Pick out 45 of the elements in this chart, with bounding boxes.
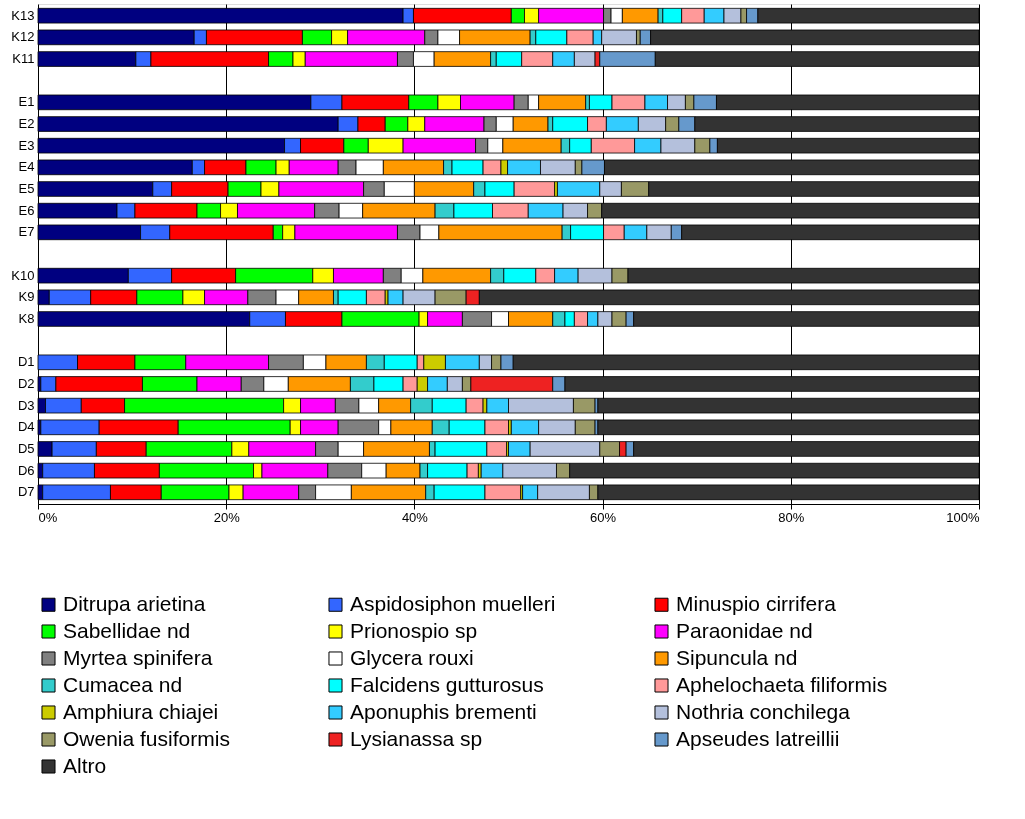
y-tick-label: K13	[11, 7, 35, 23]
legend-label: Sipuncula nd	[676, 645, 798, 669]
x-tick-label: 40%	[401, 509, 429, 525]
legend-label: Prionospio sp	[350, 618, 478, 642]
y-tick-label: D1	[17, 354, 35, 370]
y-tick-label: K9	[18, 289, 35, 305]
legend-label: Amphiura chiajei	[63, 699, 219, 723]
y-tick-label: E2	[18, 116, 35, 132]
y-tick-label: E7	[18, 224, 35, 240]
y-tick-label: K12	[11, 29, 35, 45]
x-tick-label: 80%	[778, 509, 805, 525]
legend-label: Nothria conchilega	[676, 699, 851, 723]
y-tick-label: D7	[17, 484, 35, 500]
y-tick-label: D2	[17, 375, 35, 391]
legend-label: Glycera rouxi	[350, 645, 474, 669]
y-tick-label: K10	[11, 267, 35, 283]
y-tick-label: D6	[17, 462, 35, 478]
legend-label: Ditrupa arietina	[63, 591, 206, 615]
y-tick-label: E3	[18, 137, 35, 153]
y-tick-label: D5	[17, 440, 35, 456]
legend-label: Apseudes latreillii	[676, 726, 840, 750]
x-tick-label: 100%	[946, 509, 980, 525]
y-tick-label: E6	[18, 202, 35, 218]
legend-label: Aspidosiphon muelleri	[350, 591, 556, 615]
legend-label: Aponuphis brementi	[350, 699, 537, 723]
y-tick-label: E4	[18, 159, 35, 175]
legend-label: Owenia fusiformis	[63, 726, 230, 750]
y-tick-label: E5	[18, 181, 35, 197]
legend-label: Aphelochaeta filiformis	[676, 672, 888, 696]
legend-label: Paraonidae nd	[676, 618, 813, 642]
y-tick-label: D4	[17, 419, 35, 435]
y-tick-label: E1	[18, 94, 35, 110]
legend-label: Minuspio cirrifera	[676, 591, 837, 615]
y-tick-label: K11	[12, 51, 35, 67]
legend-label: Falcidens gutturosus	[350, 672, 544, 696]
y-tick-label: D3	[17, 397, 35, 413]
legend-label: Cumacea nd	[63, 672, 183, 696]
legend-label: Altro	[63, 753, 107, 777]
legend-label: Lysianassa sp	[350, 726, 483, 750]
x-tick-label: 20%	[213, 509, 241, 525]
x-tick-label: 60%	[590, 509, 617, 525]
legend-label: Myrtea spinifera	[63, 645, 213, 669]
y-tick-label: K8	[18, 310, 35, 326]
x-tick-label: 0%	[38, 509, 58, 525]
legend-label: Sabellidae nd	[63, 618, 191, 642]
